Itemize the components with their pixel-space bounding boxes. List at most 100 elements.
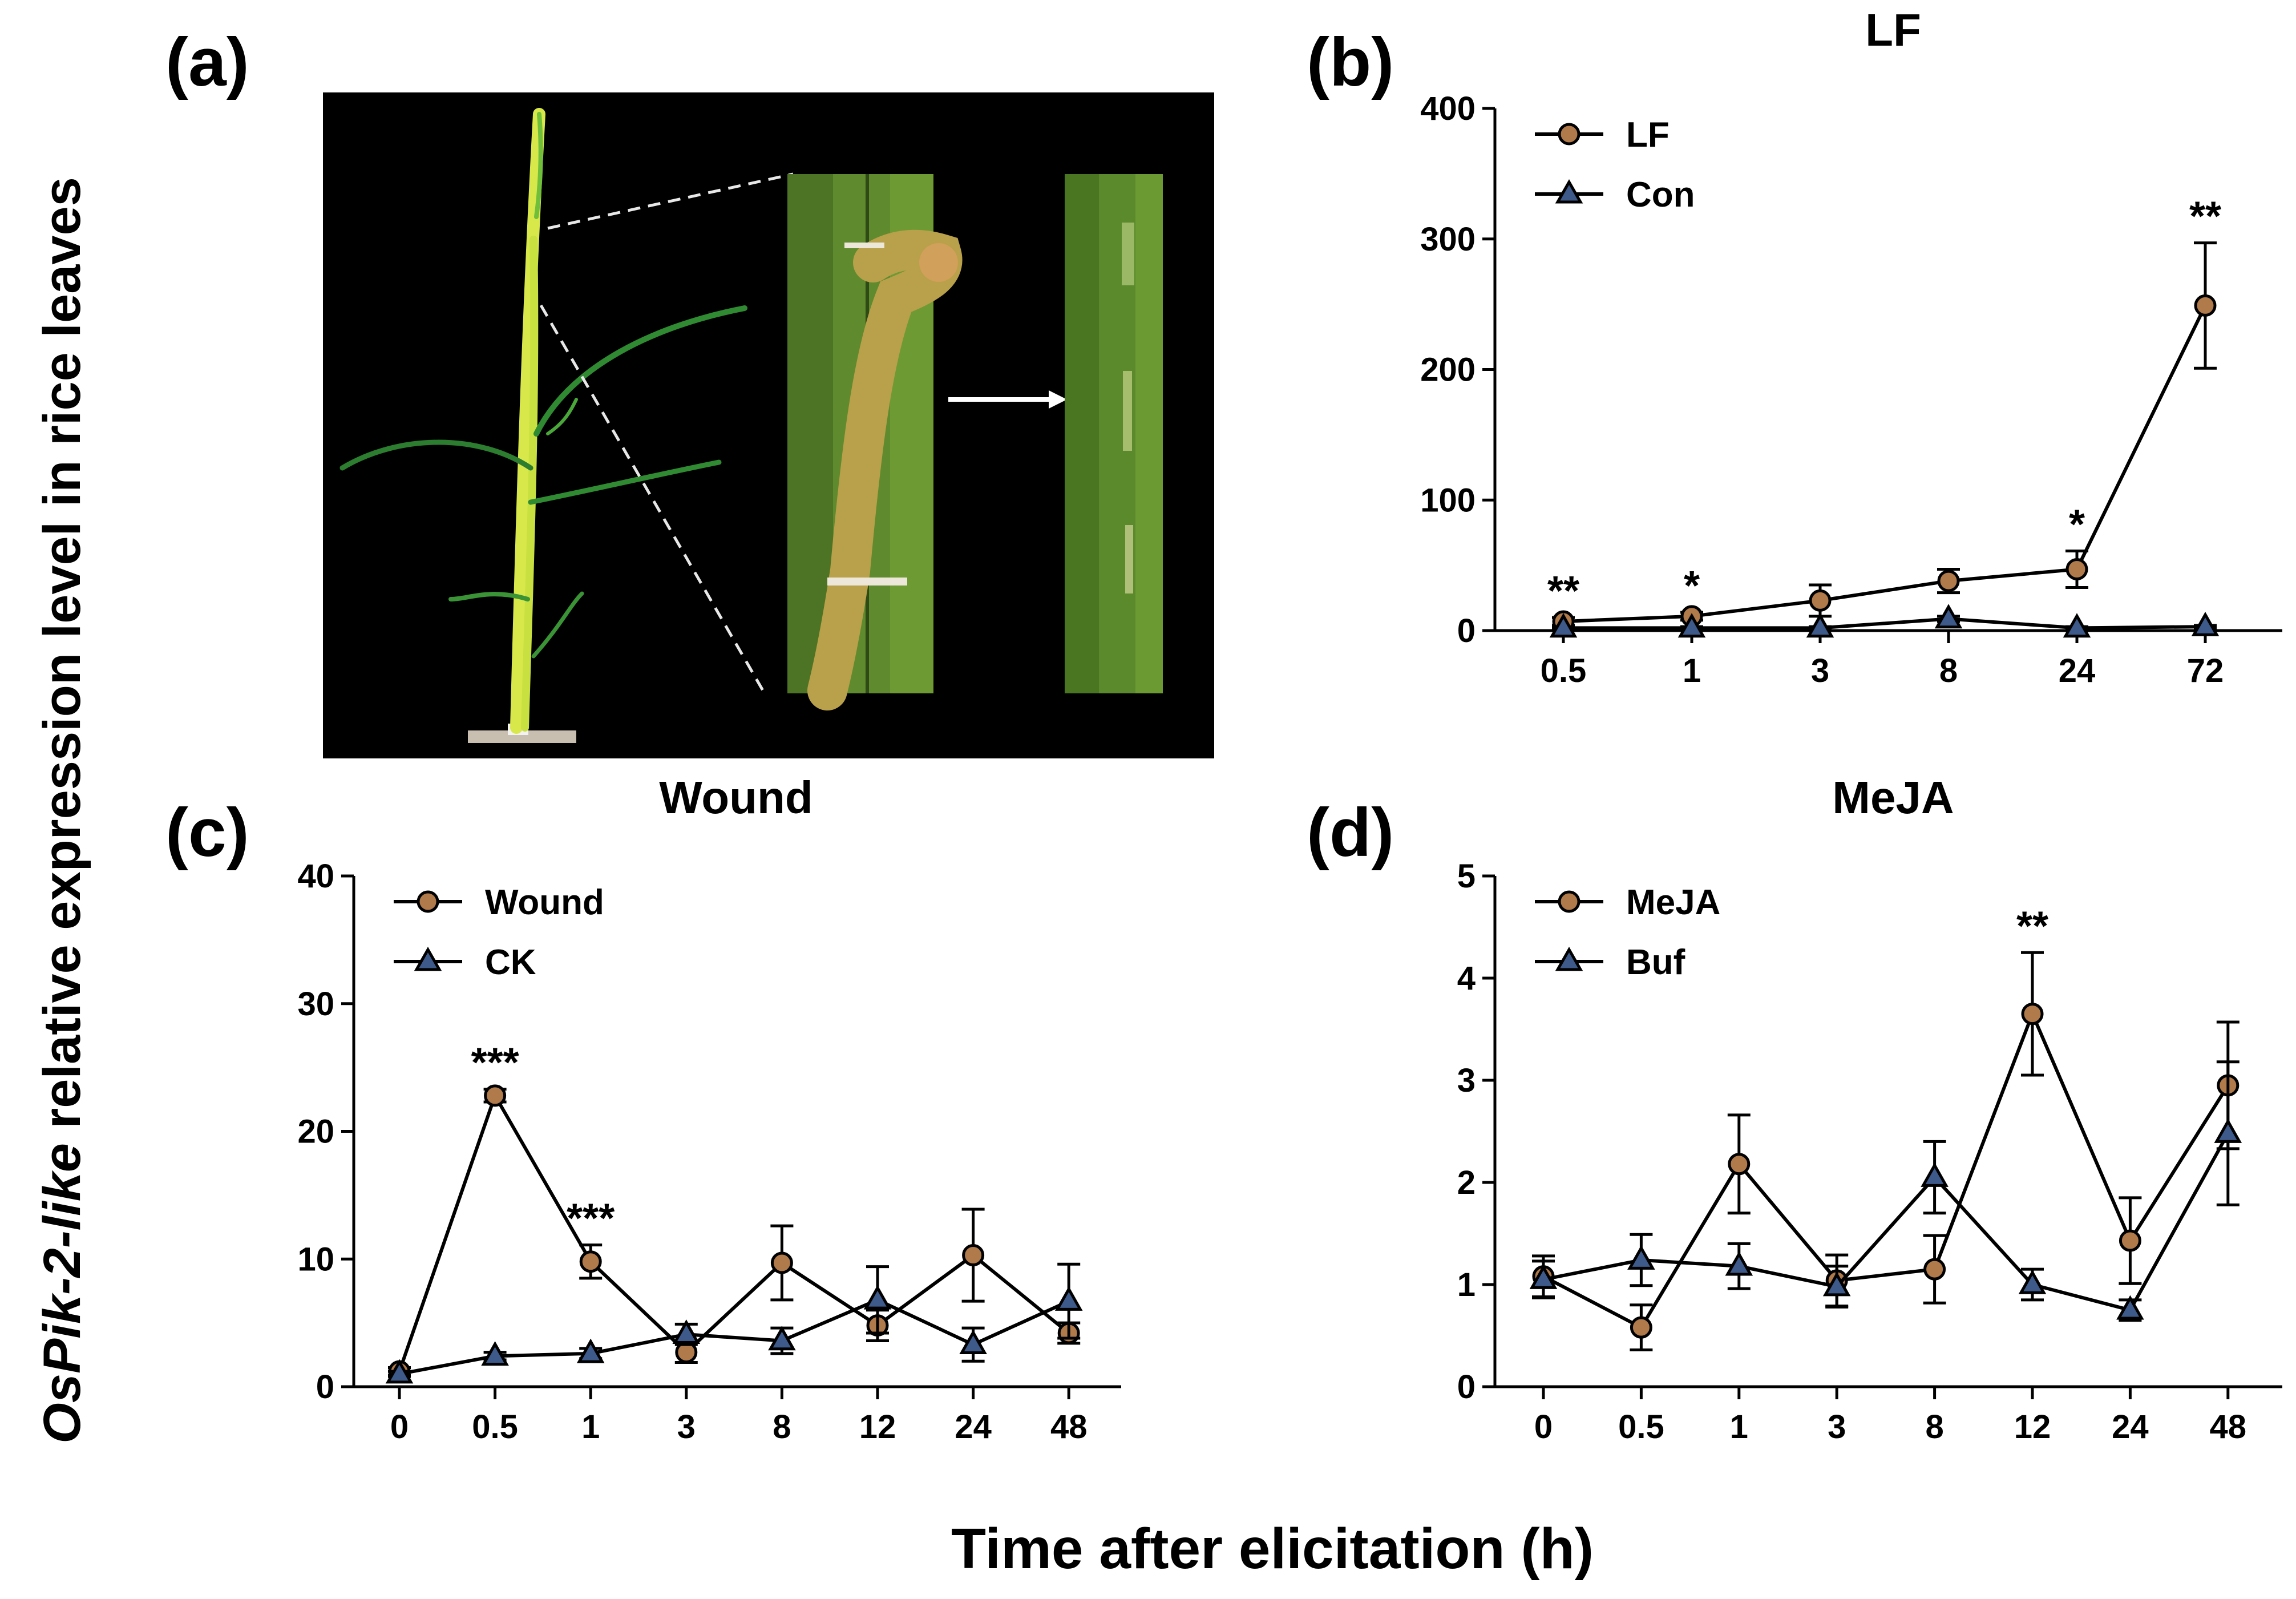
chart-d-x-tick-label: 48 <box>2210 1408 2247 1445</box>
chart-c: Wound 0 10 20 30 40 0 0.5 1 3 8 12 24 48 *** *** Wound C… <box>297 772 1121 1445</box>
chart-b-y-tick-label: 300 <box>1420 221 1476 258</box>
chart-c-x-tick-label: 1 <box>581 1408 600 1445</box>
chart-b-point-lf <box>1937 570 1960 592</box>
chart-d-x-tick-label: 1 <box>1730 1408 1748 1445</box>
chart-d-y-tick-label: 5 <box>1457 858 1476 895</box>
chart-b-y-tick-label: 0 <box>1457 612 1476 649</box>
chart-d-legend-label-meja: MeJA <box>1626 883 1720 922</box>
chart-b-point-con <box>1549 613 1578 638</box>
panel-label-a: (a) <box>165 24 249 100</box>
chart-d-significance-label: ** <box>2016 903 2048 949</box>
chart-c-x-tick-label: 0 <box>390 1408 409 1445</box>
chart-b-legend-marker-con <box>1555 179 1583 204</box>
chart-d-series-buf-line <box>1543 1132 2230 1313</box>
chart-c-x-tick-label: 0.5 <box>472 1408 518 1445</box>
chart-d-point-meja <box>1923 1258 1946 1281</box>
chart-b-significance-label: ** <box>1547 568 1579 614</box>
chart-d-y-tick-label: 0 <box>1457 1368 1476 1406</box>
chart-d-point-buf <box>2116 1295 2144 1320</box>
chart-c-point-wound <box>962 1244 985 1267</box>
chart-d-x-tick-label: 24 <box>2112 1408 2149 1445</box>
chart-c-point-ck <box>576 1338 605 1363</box>
arrow-head <box>1049 390 1067 409</box>
chart-c-x-tick-label: 8 <box>773 1408 791 1445</box>
chart-b-point-lf <box>1809 589 1832 612</box>
chart-c-point-wound <box>484 1084 507 1107</box>
y-title-gene: OsPik-2-like <box>33 1143 91 1444</box>
chart-d-point-buf <box>1627 1245 1655 1270</box>
chart-c-plot: 0 10 20 30 40 0 0.5 1 3 8 12 24 48 *** *** Wound CK <box>297 858 1121 1445</box>
chart-d-point-buf <box>1921 1162 1949 1187</box>
chart-c-y-tick-label: 10 <box>297 1241 334 1278</box>
chart-d-x-tick-label: 12 <box>2014 1408 2051 1445</box>
chart-d-point-buf <box>2018 1269 2047 1294</box>
chart-b-legend-marker-lf <box>1558 123 1580 146</box>
chart-c-x-tick-label: 24 <box>955 1408 992 1445</box>
chart-c-legend-marker-ck <box>414 946 442 971</box>
shared-x-axis-title: Time after elicitation (h) <box>951 1517 1594 1581</box>
chart-c-series-ck-line <box>399 1298 1070 1376</box>
chart-b-x-tick-label: 3 <box>1811 652 1829 689</box>
chart-c-legend-marker-wound <box>417 890 439 913</box>
chart-d-y-tick-label: 2 <box>1457 1164 1476 1201</box>
chart-b-legend-label-con: Con <box>1626 175 1695 215</box>
caterpillar-head <box>919 243 958 282</box>
chart-b-title: LF <box>1865 5 1921 55</box>
chart-d-title: MeJA <box>1832 772 1954 823</box>
chart-c-x-tick-label: 12 <box>859 1408 896 1445</box>
zoom-line-bottom <box>539 304 766 694</box>
chart-c-point-wound <box>579 1250 602 1273</box>
chart-c-significance-label: *** <box>567 1196 615 1242</box>
chart-d-y-tick-label: 3 <box>1457 1062 1476 1099</box>
chart-b-x-tick-label: 0.5 <box>1541 652 1587 689</box>
chart-b-significance-label: * <box>1684 563 1700 609</box>
chart-b-point-con <box>1934 604 1963 629</box>
chart-b-x-tick-label: 72 <box>2187 652 2224 689</box>
chart-c-legend-label-wound: Wound <box>485 883 604 922</box>
chart-b-y-tick-label: 400 <box>1420 90 1476 127</box>
panel-label-c: (c) <box>165 794 249 871</box>
rice-plant-photo <box>323 92 1214 758</box>
panel-label-b: (b) <box>1307 24 1394 100</box>
chart-c-legend-label-ck: CK <box>485 943 536 982</box>
chart-c-y-tick-label: 0 <box>316 1368 334 1406</box>
chart-d-legend-marker-buf <box>1555 946 1583 971</box>
inset-damaged-leaf <box>1065 174 1163 693</box>
chart-c-title: Wound <box>659 772 813 823</box>
chart-c-point-ck <box>385 1359 414 1384</box>
chart-c-y-tick-label: 40 <box>297 858 334 895</box>
chart-b-y-tick-label: 200 <box>1420 352 1476 389</box>
chart-c-significance-label: *** <box>471 1040 519 1086</box>
chart-b-x-tick-label: 1 <box>1683 652 1701 689</box>
chart-c-point-ck <box>481 1341 509 1366</box>
chart-b-point-lf <box>2065 558 2088 580</box>
chart-b-point-con <box>1677 613 1706 638</box>
chart-b-x-tick-label: 8 <box>1939 652 1958 689</box>
chart-d-x-tick-label: 8 <box>1925 1408 1943 1445</box>
chart-d-series-meja-line <box>1542 1009 2230 1330</box>
silk-strand-2 <box>844 243 884 248</box>
chart-c-point-wound <box>770 1251 793 1274</box>
shared-y-axis-title: OsPik-2-like relative expression level i… <box>33 177 91 1444</box>
chart-d-point-meja <box>2119 1229 2141 1252</box>
pot-base <box>468 730 576 743</box>
chart-b-y-tick-label: 100 <box>1420 482 1476 519</box>
inset-caterpillar-leaf <box>787 174 963 710</box>
chart-c-point-ck <box>1054 1286 1083 1311</box>
chart-b-significance-label: * <box>2069 502 2085 547</box>
chart-c-x-tick-label: 3 <box>677 1408 696 1445</box>
chart-d-point-meja <box>1728 1153 1751 1176</box>
chart-b-series-lf-line <box>1563 305 2207 623</box>
chart-d-point-buf <box>1529 1264 1558 1289</box>
chart-c-x-tick-label: 48 <box>1050 1408 1088 1445</box>
chart-c-point-ck <box>863 1285 892 1310</box>
y-title-rest: relative expression level in rice leaves <box>33 177 91 1143</box>
chart-d-point-buf <box>1725 1251 1753 1276</box>
chart-d-x-tick-label: 3 <box>1828 1408 1846 1445</box>
chart-b-point-con <box>1806 613 1834 638</box>
chart-d-y-tick-label: 4 <box>1457 960 1476 997</box>
chart-d-x-tick-label: 0.5 <box>1618 1408 1664 1445</box>
chart-d-point-meja <box>2021 1003 2044 1025</box>
